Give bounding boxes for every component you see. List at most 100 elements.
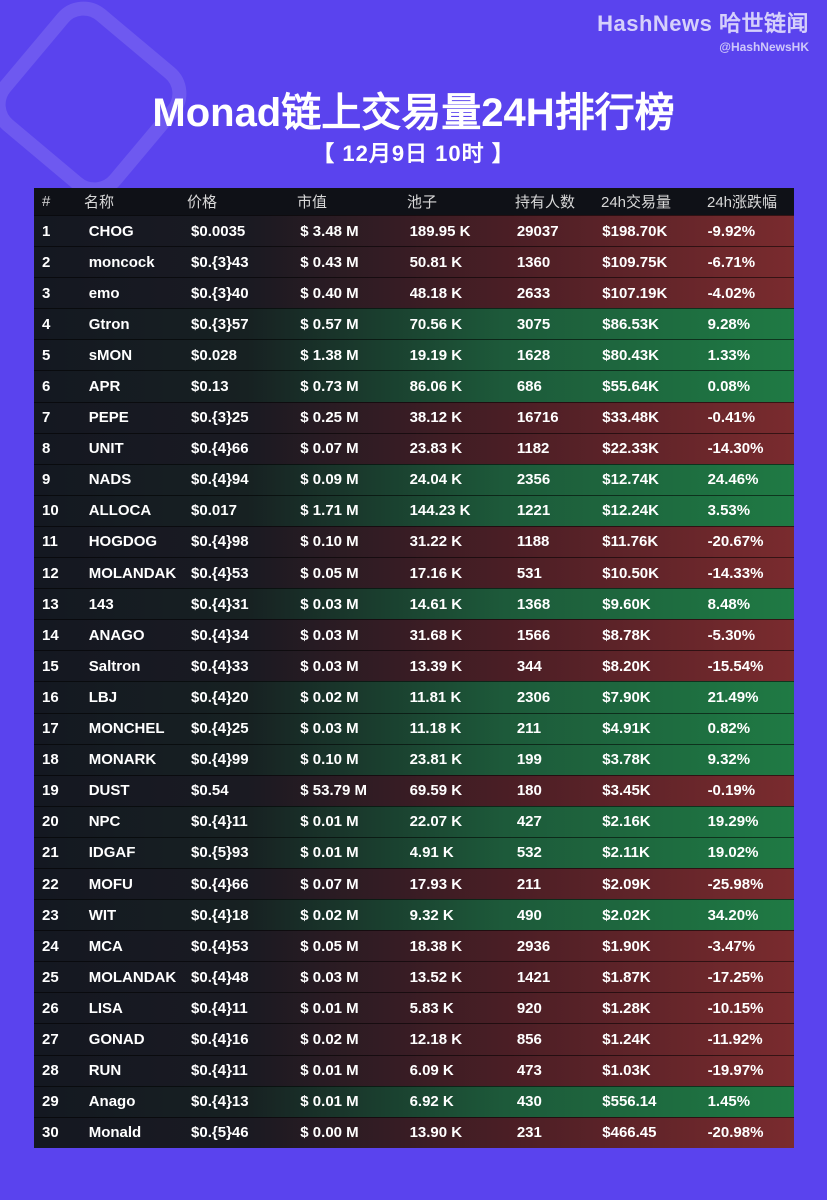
cell-volume: $33.48K [602, 409, 659, 427]
cell-holders: 1221 [516, 502, 551, 520]
cell-price: $0.{4}98 [191, 533, 249, 551]
cell-name: HOGDOG [88, 533, 158, 551]
cell-name: MOLANDAK [88, 564, 177, 582]
cell-market-cap: $ 0.09 M [300, 471, 359, 489]
table-row: 6 APR $0.13 $ 0.73 M 86.06 K 686 $55.64K 0.08% [34, 370, 794, 402]
table-row: 20 NPC $0.{4}11 $ 0.01 M 22.07 K 427 $2.16K 19.… [34, 805, 794, 837]
cell-pool: 11.81 K [409, 688, 462, 706]
cell-pool: 17.16 K [409, 564, 463, 582]
cell-market-cap: $ 0.73 M [300, 378, 359, 396]
cell-name: CHOG [88, 222, 134, 240]
cell-price: $0.{4}20 [191, 688, 249, 706]
cell-change: 0.08% [707, 378, 751, 396]
cell-holders: 2936 [516, 937, 551, 955]
cell-pool: 189.95 K [409, 222, 471, 240]
cell-name: DUST [88, 782, 130, 800]
cell-holders: 3075 [516, 315, 551, 333]
cell-rank: 4 [42, 315, 51, 333]
cell-name: MONCHEL [88, 720, 165, 738]
table-row: 22 MOFU $0.{4}66 $ 0.07 M 17.93 K 211 $2.09K -2… [34, 867, 794, 900]
table-row: 5 sMON $0.028 $ 1.38 M 19.19 K 1628 $80.43K 1.3… [34, 339, 794, 371]
cell-price: $0.54 [191, 782, 229, 800]
cell-pool: 11.18 K [409, 720, 462, 738]
cell-market-cap: $ 0.57 M [300, 315, 359, 333]
cell-pool: 50.81 K [409, 253, 463, 271]
cell-pool: 19.19 K [409, 346, 463, 364]
cell-price: $0.{4}11 [191, 999, 248, 1017]
table-row: 17 MONCHEL $0.{4}25 $ 0.03 M 11.18 K 211 $4.91… [34, 712, 794, 744]
cell-change: 3.53% [707, 502, 751, 520]
cell-volume: $466.45 [602, 1124, 657, 1142]
cell-holders: 2306 [516, 688, 551, 706]
cell-holders: 180 [516, 782, 542, 800]
cell-rank: 14 [42, 626, 59, 644]
table-row: 16 LBJ $0.{4}20 $ 0.02 M 11.81 K 2306 $7.90K 21… [34, 681, 794, 713]
cell-rank: 8 [42, 440, 51, 458]
cell-change: 21.49% [707, 688, 759, 706]
cell-pool: 13.39 K [409, 657, 463, 675]
header-volume: 24h交易量 [601, 194, 672, 211]
brand-handle: @HashNewsHK [719, 40, 809, 54]
cell-change: -4.02% [707, 284, 756, 302]
cell-pool: 38.12 K [409, 409, 463, 427]
cell-pool: 70.56 K [409, 315, 463, 333]
cell-holders: 231 [516, 1124, 542, 1142]
table-row: 21 IDGAF $0.{5}93 $ 0.01 M 4.91 K 532 $2.11K 19… [34, 836, 794, 868]
cell-pool: 6.09 K [409, 1062, 454, 1080]
cell-market-cap: $ 0.07 M [300, 440, 359, 458]
cell-change: 8.48% [707, 595, 751, 613]
cell-rank: 29 [42, 1093, 59, 1111]
cell-holders: 1182 [516, 440, 550, 458]
cell-name: ANAGO [88, 626, 145, 644]
cell-rank: 26 [42, 999, 59, 1017]
cell-rank: 23 [42, 906, 59, 924]
cell-pool: 18.38 K [409, 937, 463, 955]
cell-market-cap: $ 0.03 M [300, 595, 359, 613]
cell-market-cap: $ 0.02 M [300, 688, 359, 706]
cell-volume: $9.60K [602, 595, 651, 613]
table-row: 27 GONAD $0.{4}16 $ 0.02 M 12.18 K 856 $1.24K -… [34, 1023, 794, 1055]
cell-name: 143 [88, 595, 114, 613]
cell-price: $0.{3}43 [191, 253, 249, 271]
cell-name: NPC [88, 813, 121, 831]
table-row: 8 UNIT $0.{4}66 $ 0.07 M 23.83 K 1182 $22.33K -… [34, 432, 794, 464]
cell-name: NADS [88, 471, 132, 489]
cell-holders: 473 [516, 1062, 542, 1080]
cell-name: ALLOCA [88, 502, 152, 520]
table-row: 14 ANAGO $0.{4}34 $ 0.03 M 31.68 K 1566 $8.78K… [34, 619, 794, 651]
cell-price: $0.{4}33 [191, 657, 249, 675]
cell-change: 19.29% [707, 813, 759, 831]
cell-rank: 30 [42, 1124, 59, 1142]
table-row: 7 PEPE $0.{3}25 $ 0.25 M 38.12 K 16716 $33.48K… [34, 401, 794, 433]
cell-price: $0.{5}46 [191, 1124, 249, 1142]
cell-price: $0.{4}53 [191, 564, 249, 582]
cell-market-cap: $ 1.38 M [300, 346, 359, 364]
table-row: 11 HOGDOG $0.{4}98 $ 0.10 M 31.22 K 1188 $11.7… [34, 525, 794, 558]
cell-market-cap: $ 0.01 M [300, 1062, 359, 1080]
cell-volume: $1.87K [602, 968, 651, 986]
header-pool: 池子 [407, 194, 438, 211]
table-row: 3 emo $0.{3}40 $ 0.40 M 48.18 K 2633 $107.19K -… [34, 277, 794, 309]
page-subtitle: 【 12月9日 10时 】 [312, 141, 515, 166]
cell-price: $0.{4}48 [191, 968, 249, 986]
cell-pool: 31.68 K [409, 626, 463, 644]
cell-pool: 86.06 K [409, 378, 463, 396]
cell-price: $0.{3}40 [191, 284, 249, 302]
cell-volume: $3.45K [602, 782, 651, 800]
cell-change: 24.46% [707, 471, 759, 489]
cell-price: $0.{4}31 [191, 595, 249, 613]
table-row: 12 MOLANDAK $0.{4}53 $ 0.05 M 17.16 K 531 $10.… [34, 557, 794, 589]
cell-change: -19.97% [707, 1062, 764, 1080]
cell-name: Anago [88, 1093, 136, 1111]
cell-pool: 48.18 K [409, 284, 463, 302]
cell-volume: $107.19K [602, 284, 668, 302]
cell-name: Saltron [88, 657, 141, 675]
cell-holders: 490 [516, 906, 542, 924]
cell-volume: $7.90K [602, 688, 651, 706]
cell-volume: $3.78K [602, 751, 651, 769]
cell-rank: 22 [42, 875, 59, 893]
cell-market-cap: $ 0.00 M [300, 1124, 359, 1142]
cell-volume: $12.24K [602, 502, 659, 520]
table-row: 26 LISA $0.{4}11 $ 0.01 M 5.83 K 920 $1.28K -10… [34, 992, 794, 1024]
cell-market-cap: $ 0.01 M [300, 844, 359, 862]
